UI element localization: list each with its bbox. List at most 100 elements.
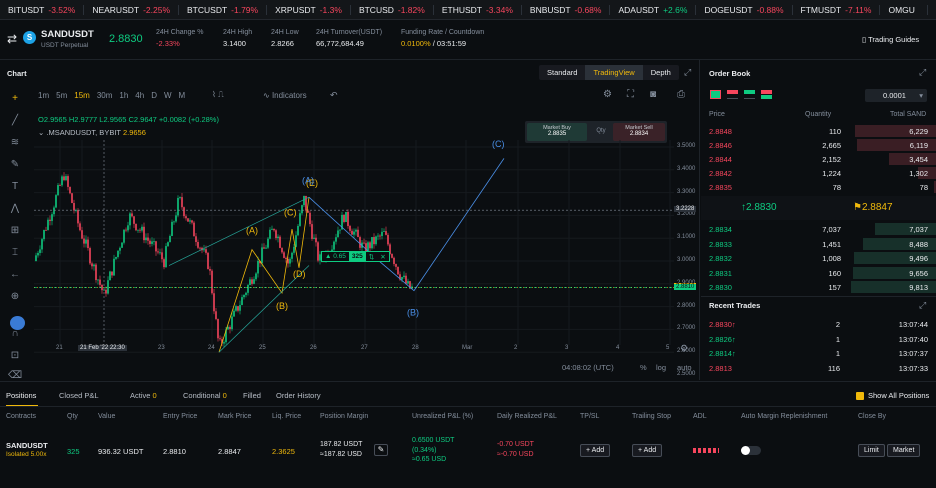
auto-toggle[interactable]: auto [677,363,692,372]
trading-guides-link[interactable]: ▯ Trading Guides [862,35,920,44]
add-trailing-stop-button[interactable]: + Add [632,444,663,457]
bid-row[interactable]: 2.8833 1,451 8,488 [701,237,936,251]
back-icon[interactable]: ← [10,269,20,280]
fib-icon[interactable]: ≋ [10,137,20,148]
ticker-item[interactable]: OMGU [880,4,928,15]
market-buy-button[interactable]: Market Buy 2.8835 [527,123,587,141]
qty-input[interactable]: Qty [596,128,606,134]
view-tab-tradingview[interactable]: TradingView [585,65,643,80]
ask-row[interactable]: 2.8842 1,224 1,302 [701,166,936,180]
log-toggle[interactable]: log [656,363,667,372]
zoom-icon[interactable]: ⊕ [10,291,20,302]
bid-row[interactable]: 2.8834 7,037 7,037 [701,222,936,236]
ticker-item[interactable]: ETHUSDT -3.34% [434,4,522,15]
interval-1h[interactable]: 1h [119,91,129,100]
indicators-button[interactable]: ∿ Indicators [263,91,307,100]
ob-bids-icon[interactable] [744,90,755,99]
trash-icon[interactable]: ⌫ [8,370,23,381]
tab-conditional[interactable]: Conditional 0 [183,391,227,400]
bid-row[interactable]: 2.8831 160 9,656 [701,266,936,280]
camera-icon[interactable]: ◙ [650,89,657,100]
candle-body [119,247,121,251]
ask-row[interactable]: 2.8846 2,665 6,119 [701,138,936,152]
save-chart-icon[interactable]: ⎙ [677,89,685,100]
ob-expand-icon[interactable]: ⤢ [919,67,927,77]
chart-type-icon[interactable]: ⌇ ⎍ [212,90,224,99]
tab-closed-p-l[interactable]: Closed P&L [59,391,99,400]
brush-icon[interactable]: ✎ [10,159,20,170]
ob-both-icon[interactable] [710,90,721,99]
ob-split-icon[interactable] [761,90,772,99]
view-tab-standard[interactable]: Standard [547,68,578,77]
settings-icon[interactable]: ⚙ [603,89,612,100]
undo-icon[interactable]: ↶ [330,90,338,100]
position-line-tag[interactable]: ▲ 0.65 325 ⇅ ✕ [321,251,390,262]
interval-15m[interactable]: 15m [74,91,90,100]
ticker-item[interactable]: FTMUSDT -7.11% [793,4,881,15]
price-axis[interactable]: 3.5000 3.4000 3.3000 3.2000 3.1000 3.0000 2.90… [674,100,700,377]
tab-filled[interactable]: Filled [243,391,261,400]
rt-expand-icon[interactable]: ⤢ [919,300,927,310]
interval-30m[interactable]: 30m [96,91,113,100]
price-tick: 3.0000 [677,257,696,263]
ticker-item[interactable]: BITUSDT -3.52% [0,4,85,15]
crosshair-icon[interactable]: + [12,93,18,104]
interval-1m[interactable]: 1m [38,91,50,100]
add-tpsl-button[interactable]: + Add [580,444,611,457]
edit-margin-icon[interactable]: ✎ [374,444,388,456]
candle-body [341,214,343,230]
view-tab-depth[interactable]: Depth [650,68,671,77]
ticker-item[interactable]: ADAUSDT +2.6% [610,4,697,15]
candle-body [293,246,295,253]
trendline-icon[interactable]: ╱ [11,115,19,126]
magnet-icon[interactable]: ∩ [11,328,19,339]
percent-toggle[interactable]: % [640,363,647,372]
swap-icon[interactable]: ⇄ [7,32,18,46]
lock-icon[interactable]: ⊡ [10,350,20,361]
show-all-positions-toggle[interactable]: Show All Positions [856,391,929,400]
interval-M[interactable]: M [178,91,186,100]
reverse-icon[interactable]: ⇅ [368,254,375,261]
tab-positions[interactable]: Positions [6,391,37,400]
bid-row[interactable]: 2.8832 1,008 9,496 [701,251,936,265]
fullscreen-icon[interactable]: ⛶ [627,89,634,100]
interval-4h[interactable]: 4h [135,91,145,100]
market-sell-button[interactable]: Market Sell 2.8834 [613,123,665,141]
close-market-button[interactable]: Market [887,444,921,457]
time-axis[interactable]: 21 21 Feb '22 22:30 23 24 25 26 27 28 Mar 2 3 4 5 [34,343,674,355]
ask-row[interactable]: 2.8835 78 78 [701,180,936,194]
expand-icon[interactable]: ⤢ [684,67,692,77]
close-limit-button[interactable]: Limit [858,444,885,457]
interval-W[interactable]: W [163,91,172,100]
precision-select[interactable]: 0.0001 ▾ [865,89,927,102]
tab-active[interactable]: Active 0 [130,391,157,400]
ticker-item[interactable]: XRPUSDT -1.3% [267,4,351,15]
ticker-item[interactable]: BTCUSD -1.82% [351,4,434,15]
ticker-item[interactable]: DOGEUSDT -0.88% [696,4,793,15]
close-position-icon[interactable]: ✕ [380,254,386,261]
pos-contract[interactable]: SANDUSDT [6,441,48,450]
bid-row[interactable]: 2.8830 157 9,813 [701,280,936,294]
tab-order-history[interactable]: Order History [276,391,321,400]
collapse-icon[interactable]: ⌄ [38,128,45,137]
text-icon[interactable]: T [11,181,19,192]
ob-asks-icon[interactable] [727,90,738,99]
ask-row[interactable]: 2.8844 2,152 3,454 [701,152,936,166]
auto-margin-toggle[interactable] [741,446,761,455]
ticker-item[interactable]: NEARUSDT -2.25% [84,4,180,15]
pattern-icon[interactable]: ⋀ [10,203,20,214]
candle-body [205,249,207,253]
interval-D[interactable]: D [151,91,157,100]
interval-5m[interactable]: 5m [56,91,68,100]
symbol-name[interactable]: SANDUSDT [41,29,94,40]
ticker-item[interactable]: BNBUSDT -0.68% [522,4,611,15]
checkbox-icon[interactable] [856,391,864,400]
ruler-icon[interactable]: ⌶ [12,247,18,258]
ask-row[interactable]: 2.8848 110 6,229 [701,124,936,138]
measure-icon[interactable]: ⊞ [10,225,20,236]
axis-settings-icon[interactable]: ⚙ [680,343,689,353]
price-chart[interactable]: (A)(B)(C)(D)(E)(A)(B)(C) [34,100,674,360]
pos-upnl-pct: (0.34%) [412,447,437,454]
ticker-item[interactable]: BTCUSDT -1.79% [179,4,268,15]
pos-leverage[interactable]: Isolated 5.00x [6,451,47,458]
